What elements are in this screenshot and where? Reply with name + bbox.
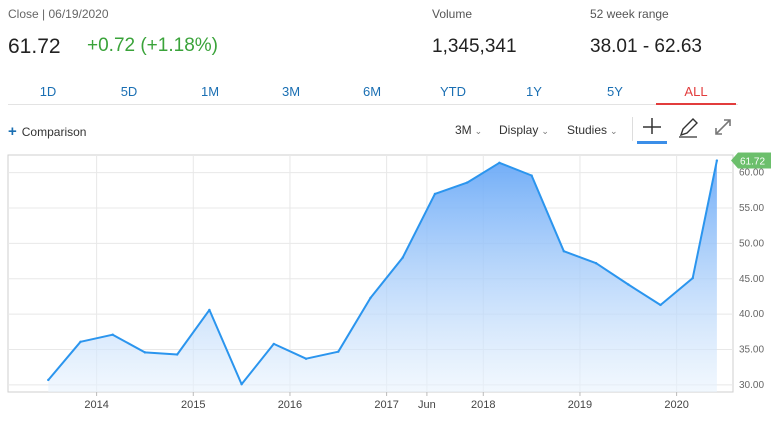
data-point: [111, 333, 114, 336]
data-point: [272, 342, 276, 346]
data-point: [208, 308, 211, 312]
volume-value: 1,345,341: [432, 36, 517, 57]
studies-dropdown[interactable]: Studies ⌄: [567, 123, 618, 137]
x-tick-label: Jun: [418, 399, 436, 411]
data-point: [175, 353, 179, 356]
data-point: [659, 303, 662, 307]
last-value-badge: [731, 152, 771, 169]
display-dropdown[interactable]: Display ⌄: [499, 123, 549, 137]
y-tick-label: 55.00: [739, 203, 764, 214]
data-point: [401, 256, 404, 259]
y-tick-label: 35.00: [739, 345, 764, 356]
interval-dropdown[interactable]: 3M ⌄: [455, 123, 482, 137]
data-point: [691, 276, 694, 280]
data-point: [433, 192, 437, 196]
caret-down-icon: ⌄: [474, 126, 483, 136]
data-point: [369, 296, 372, 300]
tab-5d[interactable]: 5D: [120, 84, 138, 99]
data-point: [715, 159, 719, 162]
chart-toolbar: + Comparison 3M ⌄ Display ⌄ Studies ⌄: [0, 115, 773, 145]
data-point: [594, 262, 598, 265]
tab-all[interactable]: ALL: [656, 80, 736, 105]
time-range-tabs: 1D 5D 1M 3M 6M YTD 1Y 5Y ALL: [8, 80, 738, 105]
data-point: [47, 378, 50, 382]
y-tick-label: 30.00: [739, 380, 764, 391]
tab-5y[interactable]: 5Y: [607, 84, 623, 99]
close-date-label: Close | 06/19/2020: [8, 7, 109, 21]
x-tick-label: 2015: [181, 399, 205, 411]
display-label: Display: [499, 123, 539, 137]
x-tick-label: 2018: [471, 399, 495, 411]
tab-ytd[interactable]: YTD: [440, 84, 466, 99]
data-point: [562, 250, 566, 253]
price-change: +0.72 (+1.18%): [87, 35, 218, 56]
x-tick-label: 2017: [374, 399, 398, 411]
data-point: [79, 340, 82, 343]
fullscreen-button[interactable]: [708, 115, 738, 141]
x-tick-label: 2014: [84, 399, 108, 411]
price-chart-svg[interactable]: 30.00 35.00 40.00 45.00 50.00 55.00 60.00 2014 2…: [0, 150, 773, 423]
price-line: [47, 160, 718, 386]
plus-icon: +: [8, 123, 17, 140]
pencil-icon: [679, 118, 698, 138]
studies-label: Studies: [567, 123, 608, 137]
week-range-value: 38.01 - 62.63: [590, 36, 702, 57]
y-tick-label: 60.00: [739, 168, 764, 179]
data-point: [530, 174, 533, 177]
data-point: [143, 351, 147, 354]
data-point: [240, 383, 243, 386]
expand-icon: [715, 119, 731, 135]
week-range-label: 52 week range: [590, 7, 669, 21]
y-tick-label: 45.00: [739, 274, 764, 285]
data-point: [304, 357, 308, 360]
y-tick-label: 50.00: [739, 238, 764, 249]
tab-3m[interactable]: 3M: [281, 84, 301, 99]
price-chart[interactable]: 30.00 35.00 40.00 45.00 50.00 55.00 60.00 2014 2…: [0, 150, 773, 423]
comparison-button[interactable]: + Comparison: [8, 123, 86, 140]
x-tick-label: 2019: [568, 399, 592, 411]
data-point: [627, 283, 630, 286]
caret-down-icon: ⌄: [541, 126, 549, 136]
interval-label: 3M: [455, 123, 472, 137]
last-price: 61.72: [8, 35, 61, 58]
y-tick-label: 40.00: [739, 309, 764, 320]
volume-label: Volume: [432, 7, 473, 21]
x-tick-label: 2020: [664, 399, 688, 411]
caret-down-icon: ⌄: [610, 126, 618, 136]
crosshair-tool-button[interactable]: [637, 115, 667, 144]
toolbar-divider: [632, 117, 633, 141]
draw-tool-button[interactable]: [673, 115, 703, 141]
x-tick-label: 2016: [278, 399, 302, 411]
tab-6m[interactable]: 6M: [362, 84, 382, 99]
tab-1y[interactable]: 1Y: [526, 84, 542, 99]
data-point: [498, 161, 501, 164]
tab-1m[interactable]: 1M: [200, 84, 220, 99]
quote-header: Close | 06/19/2020 61.72 +0.72 (+1.18%) …: [0, 0, 773, 80]
data-point: [465, 181, 469, 184]
tab-1d[interactable]: 1D: [39, 84, 57, 99]
last-value-label: 61.72: [740, 157, 765, 168]
crosshair-icon: [643, 118, 661, 134]
data-point: [337, 350, 340, 353]
comparison-label: Comparison: [21, 125, 87, 139]
